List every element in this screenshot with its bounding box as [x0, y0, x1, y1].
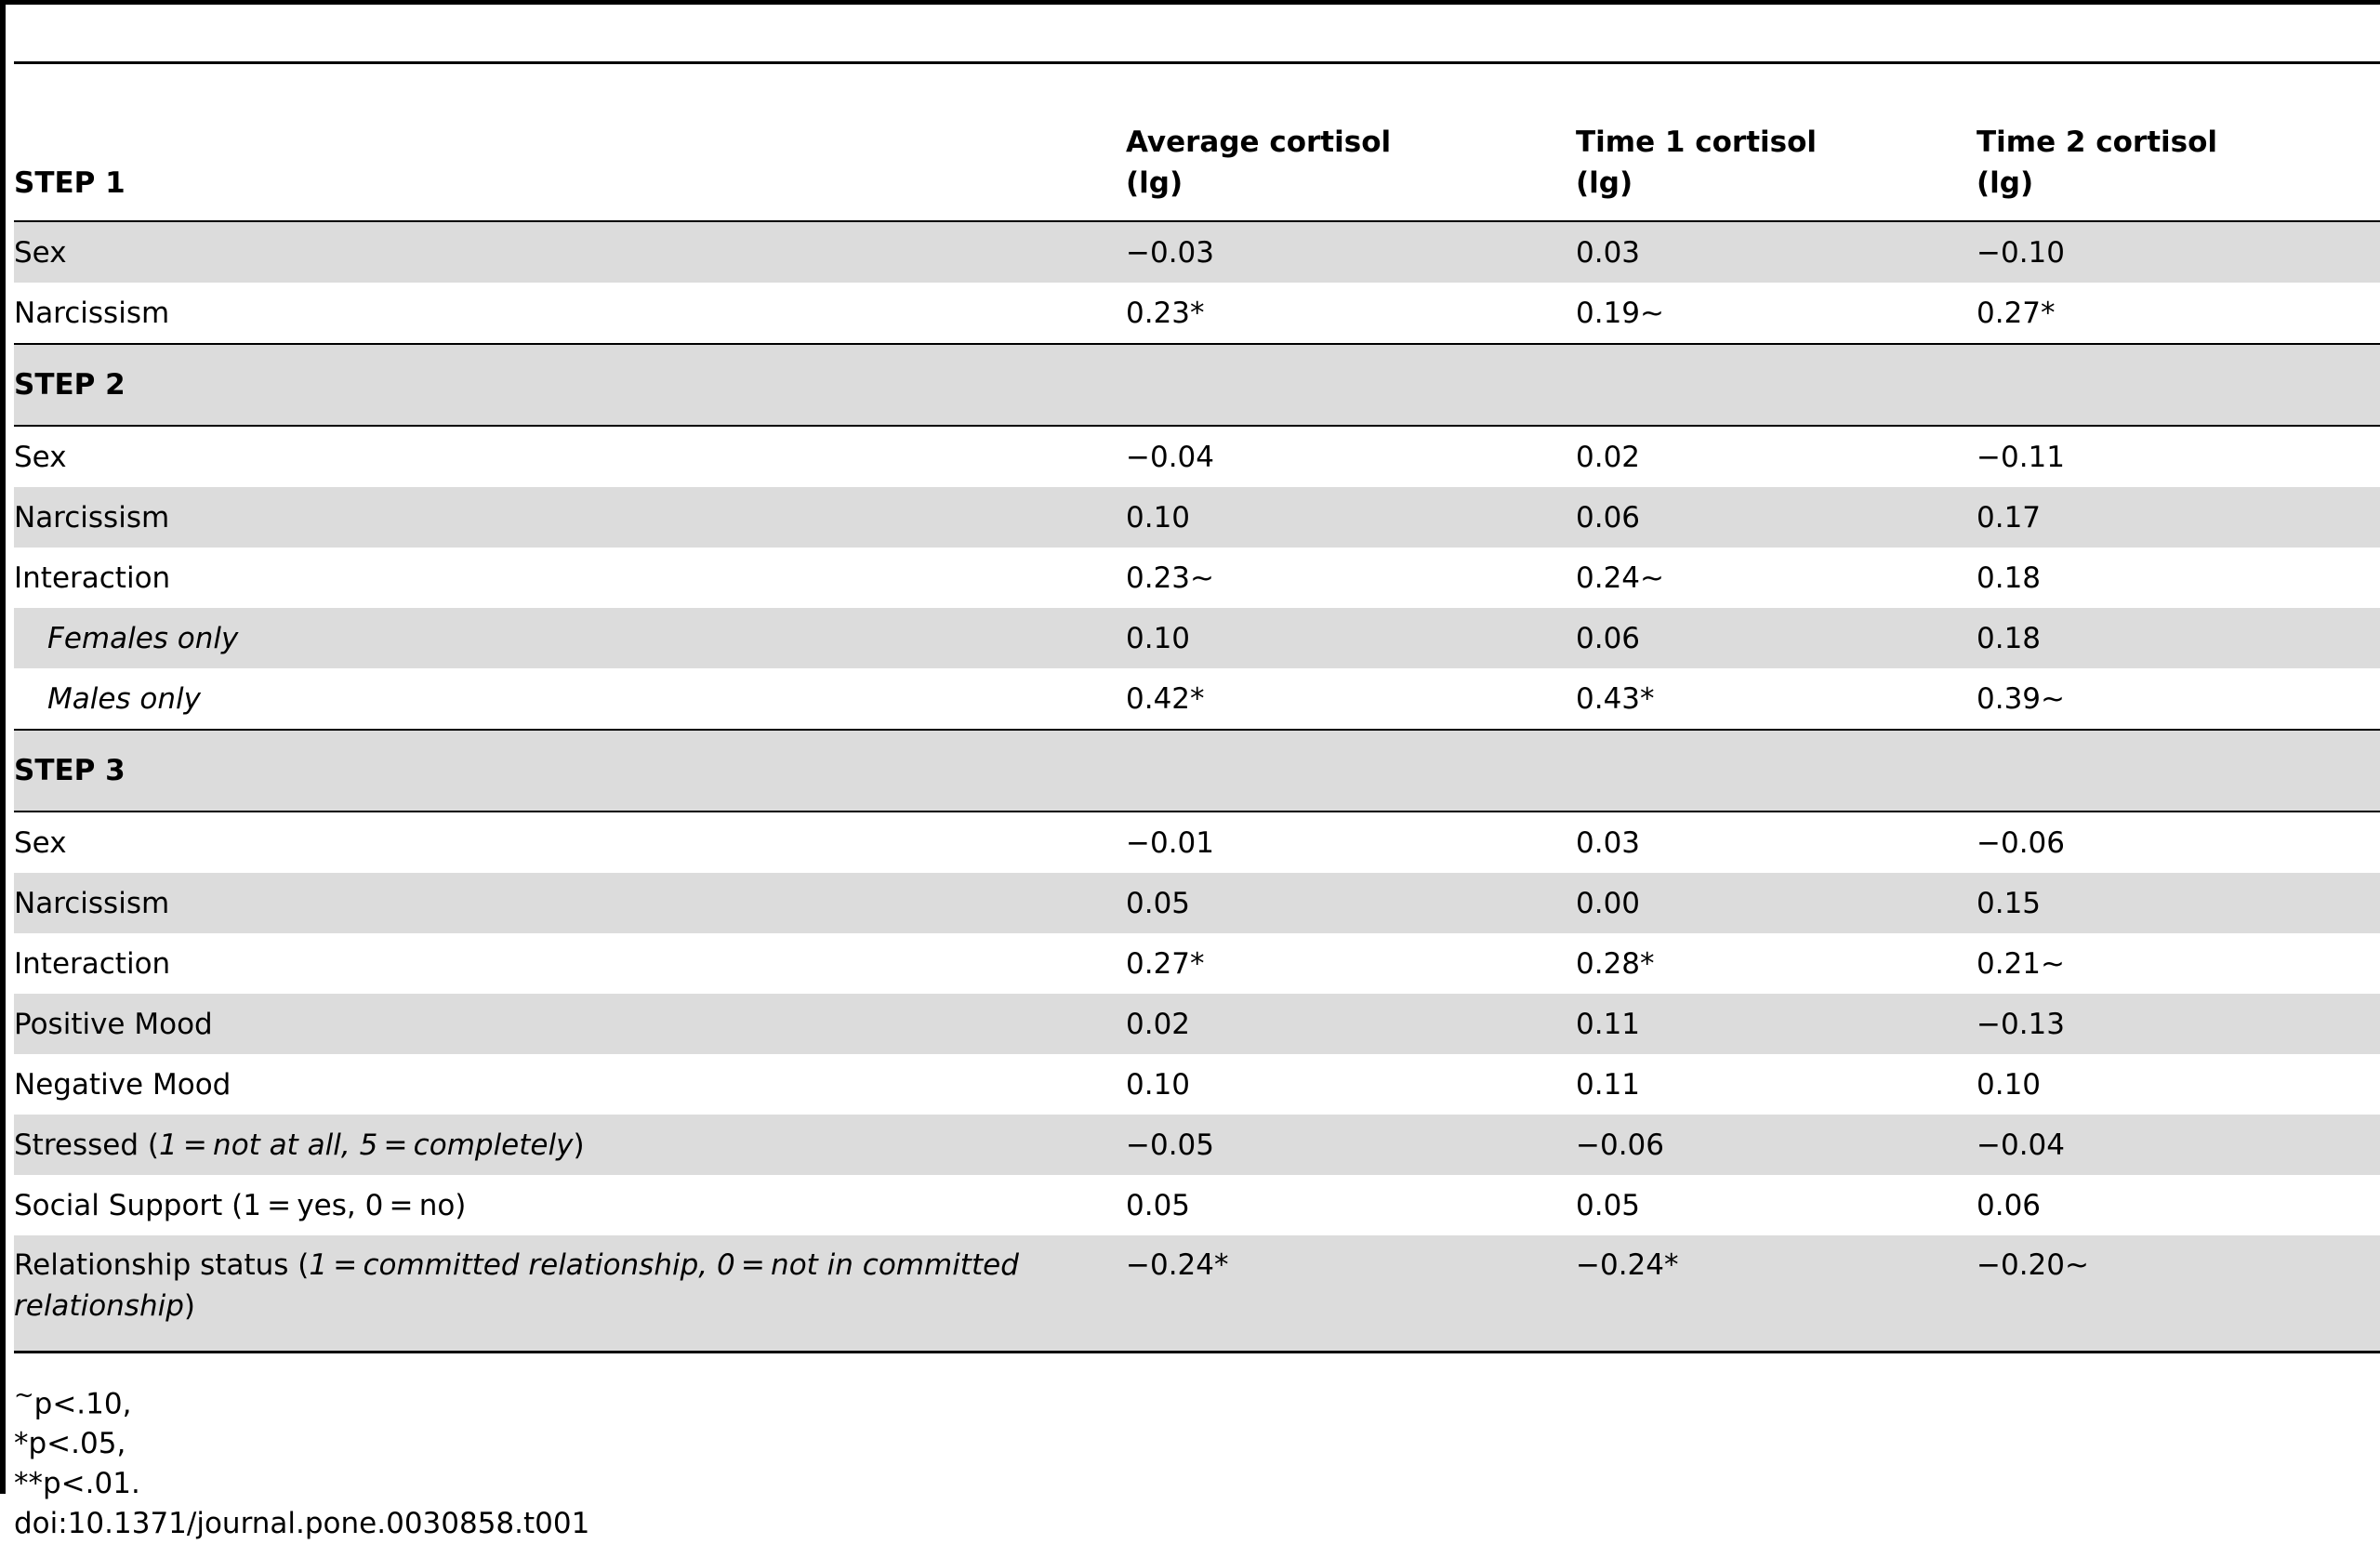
row-label: Narcissism [14, 487, 1126, 548]
cell-average: −0.05 [1126, 1115, 1576, 1175]
table-row: Narcissism 0.23* 0.19∼ 0.27* [14, 283, 2380, 344]
table-row: Narcissism 0.05 0.00 0.15 [14, 873, 2380, 933]
cell-time2: 0.06 [1977, 1188, 2042, 1222]
cell-average: 0.02 [1126, 994, 1576, 1054]
cell-time1: 0.11 [1576, 994, 1977, 1054]
step-label: STEP 3 [14, 730, 2380, 812]
cell-time2: 0.21∼ [1977, 946, 2065, 981]
cell-time2: 0.15 [1977, 873, 2380, 933]
cell-time1: 0.03 [1576, 221, 1977, 283]
cell-time2: 0.10 [1977, 1067, 2042, 1102]
table-row: Sex −0.03 0.03 −0.10 [14, 221, 2380, 283]
cell-time2: −0.10 [1977, 221, 2380, 283]
footnote-p05: *p<.05, [14, 1427, 126, 1461]
table-row: Narcissism 0.10 0.06 0.17 [14, 487, 2380, 548]
table-row: Positive Mood 0.02 0.11 −0.13 [14, 994, 2380, 1054]
cell-time1: 0.19∼ [1576, 296, 1664, 330]
step-row: STEP 3 [14, 730, 2380, 812]
row-label: Relationship status (1 = committed relat… [14, 1235, 1126, 1353]
row-label: Females only [14, 608, 1126, 668]
row-label: Narcissism [14, 873, 1126, 933]
cell-average: 0.42* [1126, 681, 1205, 716]
table-row: Females only 0.10 0.06 0.18 [14, 608, 2380, 668]
tilde-mark: ~ [14, 1381, 34, 1409]
cell-time1: 0.43* [1576, 681, 1655, 716]
cell-time2: −0.13 [1977, 994, 2380, 1054]
row-label: Sex [14, 221, 1126, 283]
table-header: STEP 1 Average cortisol (lg) Time 1 corti… [14, 62, 2380, 221]
cell-time1: −0.24* [1576, 1235, 1977, 1353]
cell-time1: 0.28* [1576, 946, 1655, 981]
cell-time1: 0.05 [1576, 1188, 1641, 1222]
cell-time1: −0.06 [1576, 1115, 1977, 1175]
footnote-trend: ~p<.10, [14, 1381, 132, 1421]
row-label: Interaction [14, 561, 171, 595]
cell-time1: 0.02 [1576, 440, 1641, 474]
row-label: Social Support (1 = yes, 0 = no) [14, 1188, 467, 1222]
header-time1-cortisol: Time 1 cortisol (lg) [1576, 125, 1818, 200]
header-time2-cortisol: Time 2 cortisol (lg) [1977, 125, 2218, 200]
cell-average: 0.23∼ [1126, 561, 1214, 595]
row-label: Sex [14, 825, 67, 860]
cell-average: 0.05 [1126, 1188, 1191, 1222]
cell-average: −0.24* [1126, 1235, 1576, 1353]
cell-time1: 0.24∼ [1576, 561, 1664, 595]
cell-average: −0.01 [1126, 825, 1214, 860]
table-row: Interaction 0.27* 0.28* 0.21∼ [14, 933, 2380, 994]
cell-average: 0.27* [1126, 946, 1205, 981]
cell-time1: 0.11 [1576, 1067, 1641, 1102]
table-row: Sex −0.01 0.03 −0.06 [14, 812, 2380, 873]
cell-average: 0.10 [1126, 1067, 1191, 1102]
header-row: STEP 1 Average cortisol (lg) Time 1 corti… [14, 62, 2380, 221]
cell-time1: 0.06 [1576, 608, 1977, 668]
table-row: Interaction 0.23∼ 0.24∼ 0.18 [14, 548, 2380, 608]
cell-average: 0.10 [1126, 487, 1576, 548]
cell-average: 0.05 [1126, 873, 1576, 933]
cell-time1: 0.06 [1576, 487, 1977, 548]
step-row: STEP 2 [14, 344, 2380, 426]
header-step-label: STEP 1 [14, 166, 126, 200]
table-row: Relationship status (1 = committed relat… [14, 1235, 2380, 1353]
row-label: Positive Mood [14, 994, 1126, 1054]
row-label: Sex [14, 440, 67, 474]
regression-table: STEP 1 Average cortisol (lg) Time 1 corti… [14, 61, 2380, 1353]
table-container: STEP 1 Average cortisol (lg) Time 1 corti… [14, 61, 2380, 1544]
table-row: Stressed (1 = not at all, 5 = completely… [14, 1115, 2380, 1175]
cell-time2: 0.39∼ [1977, 681, 2065, 716]
table-row: Negative Mood 0.10 0.11 0.10 [14, 1054, 2380, 1115]
cell-time2: 0.18 [1977, 561, 2042, 595]
row-label: Stressed (1 = not at all, 5 = completely… [14, 1115, 1126, 1175]
table-footnotes: ~p<.10, *p<.05, **p<.01. doi:10.1371/jou… [14, 1376, 2380, 1544]
cell-time2: 0.27* [1977, 296, 2056, 330]
row-label: Negative Mood [14, 1067, 231, 1102]
row-label: Males only [47, 681, 202, 716]
cell-time2: −0.20∼ [1977, 1235, 2380, 1353]
footnote-p01: **p<.01. [14, 1467, 140, 1501]
table-body: Sex −0.03 0.03 −0.10 Narcissism 0.23* 0.… [14, 221, 2380, 1353]
step-label: STEP 2 [14, 344, 2380, 426]
cell-average: 0.10 [1126, 608, 1576, 668]
cell-average: −0.04 [1126, 440, 1214, 474]
cell-time2: −0.11 [1977, 440, 2065, 474]
doi-link[interactable]: doi:10.1371/journal.pone.0030858.t001 [14, 1507, 590, 1541]
cell-average: 0.23* [1126, 296, 1205, 330]
top-rule [0, 0, 2380, 5]
cell-time2: −0.04 [1977, 1115, 2380, 1175]
table-row: Males only 0.42* 0.43* 0.39∼ [14, 668, 2380, 730]
cell-time2: 0.17 [1977, 487, 2380, 548]
cell-time2: −0.06 [1977, 825, 2065, 860]
header-average-cortisol: Average cortisol (lg) [1126, 125, 1392, 200]
table-row: Social Support (1 = yes, 0 = no) 0.05 0.… [14, 1175, 2380, 1235]
cell-average: −0.03 [1126, 221, 1576, 283]
cell-time1: 0.03 [1576, 825, 1641, 860]
cell-time2: 0.18 [1977, 608, 2380, 668]
table-row: Sex −0.04 0.02 −0.11 [14, 426, 2380, 487]
left-rule [0, 0, 6, 1494]
row-label: Narcissism [14, 296, 170, 330]
row-label: Interaction [14, 946, 171, 981]
cell-time1: 0.00 [1576, 873, 1977, 933]
